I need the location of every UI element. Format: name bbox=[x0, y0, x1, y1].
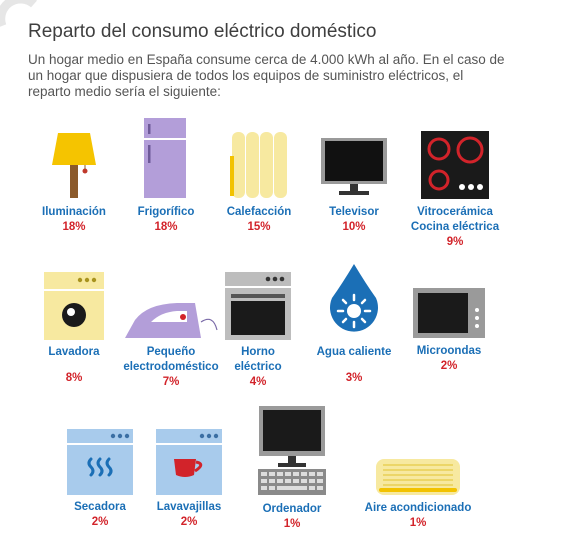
item-label: Secadora bbox=[74, 501, 126, 513]
item-percent: 15% bbox=[247, 221, 271, 233]
item-label: Agua caliente bbox=[316, 346, 392, 358]
item-aire-acondicionado: Aire acondicionado 1% bbox=[358, 458, 478, 531]
item-percent: 1% bbox=[409, 517, 427, 529]
item-percent: 9% bbox=[446, 236, 464, 248]
item-label: Lavadora bbox=[48, 346, 100, 358]
item-iluminacion: Iluminación 18% bbox=[14, 130, 134, 235]
tv-icon bbox=[321, 138, 387, 195]
intro-line-1: Un hogar medio en España consume cerca d… bbox=[28, 52, 505, 67]
item-percent: 2% bbox=[440, 360, 458, 372]
air-conditioner-icon bbox=[376, 459, 460, 495]
item-label-line-1: Horno bbox=[241, 346, 275, 358]
radiator-icon bbox=[230, 132, 287, 198]
item-label-line-1: Vitrocerámica bbox=[417, 206, 493, 218]
item-percent: 2% bbox=[91, 516, 109, 528]
item-label: Frigorífico bbox=[137, 206, 195, 218]
intro-line-3: reparto medio sería el siguiente: bbox=[28, 84, 221, 99]
water-drop-sun-icon bbox=[330, 264, 378, 332]
item-microondas: Microondas 2% bbox=[389, 287, 509, 374]
intro-paragraph: Un hogar medio en España consume cerca d… bbox=[28, 52, 528, 100]
item-label: Calefacción bbox=[226, 206, 292, 218]
item-percent: 18% bbox=[62, 221, 86, 233]
oven-icon bbox=[225, 272, 291, 340]
item-label: Ordenador bbox=[262, 503, 322, 515]
item-percent: 1% bbox=[283, 518, 301, 530]
page-title: Reparto del consumo eléctrico doméstico bbox=[28, 21, 377, 42]
item-percent: 8% bbox=[65, 372, 83, 384]
item-lavadora: Lavadora 8% bbox=[14, 272, 134, 386]
dishwasher-icon bbox=[156, 429, 222, 495]
item-percent: 2% bbox=[180, 516, 198, 528]
fridge-icon bbox=[144, 118, 186, 198]
washing-machine-icon bbox=[44, 272, 104, 340]
item-pequeno-electrodomestico: Pequeño electrodoméstico 7% bbox=[111, 300, 231, 390]
item-horno-electrico: Horno eléctrico 4% bbox=[198, 272, 318, 390]
item-secadora: Secadora 2% bbox=[40, 429, 160, 530]
item-frigorifico: Frigorífico 18% bbox=[106, 118, 226, 235]
item-label-line-2: eléctrico bbox=[234, 361, 282, 373]
dryer-icon bbox=[67, 429, 133, 495]
corner-arc-decoration bbox=[0, 0, 37, 27]
item-percent: 7% bbox=[162, 376, 180, 388]
microwave-icon bbox=[413, 288, 485, 338]
item-label-line-2: Cocina eléctrica bbox=[410, 221, 500, 233]
item-percent: 4% bbox=[249, 376, 267, 388]
item-label-line-2: electrodoméstico bbox=[123, 361, 219, 373]
item-percent: 3% bbox=[345, 372, 363, 384]
cooktop-icon bbox=[421, 131, 489, 199]
iron-icon bbox=[125, 303, 218, 338]
item-percent: 10% bbox=[342, 221, 366, 233]
item-label: Televisor bbox=[329, 206, 379, 218]
item-label: Iluminación bbox=[42, 206, 106, 218]
item-label: Lavavajillas bbox=[156, 501, 222, 513]
item-label: Microondas bbox=[416, 345, 482, 357]
item-label: Aire acondicionado bbox=[364, 502, 472, 514]
item-vitroceramica: Vitrocerámica Cocina eléctrica 9% bbox=[395, 130, 515, 250]
item-televisor: Televisor 10% bbox=[294, 136, 414, 235]
item-percent: 18% bbox=[154, 221, 178, 233]
lamp-icon bbox=[52, 133, 96, 198]
item-calefaccion: Calefacción 15% bbox=[199, 130, 319, 235]
item-agua-caliente: Agua caliente 3% bbox=[294, 264, 414, 386]
intro-line-2: un hogar que dispusiera de todos los equ… bbox=[28, 68, 464, 83]
item-ordenador: Ordenador 1% bbox=[232, 405, 352, 532]
item-lavavajillas: Lavavajillas 2% bbox=[129, 429, 249, 530]
computer-icon bbox=[258, 406, 326, 495]
item-label-line-1: Pequeño bbox=[146, 346, 196, 358]
